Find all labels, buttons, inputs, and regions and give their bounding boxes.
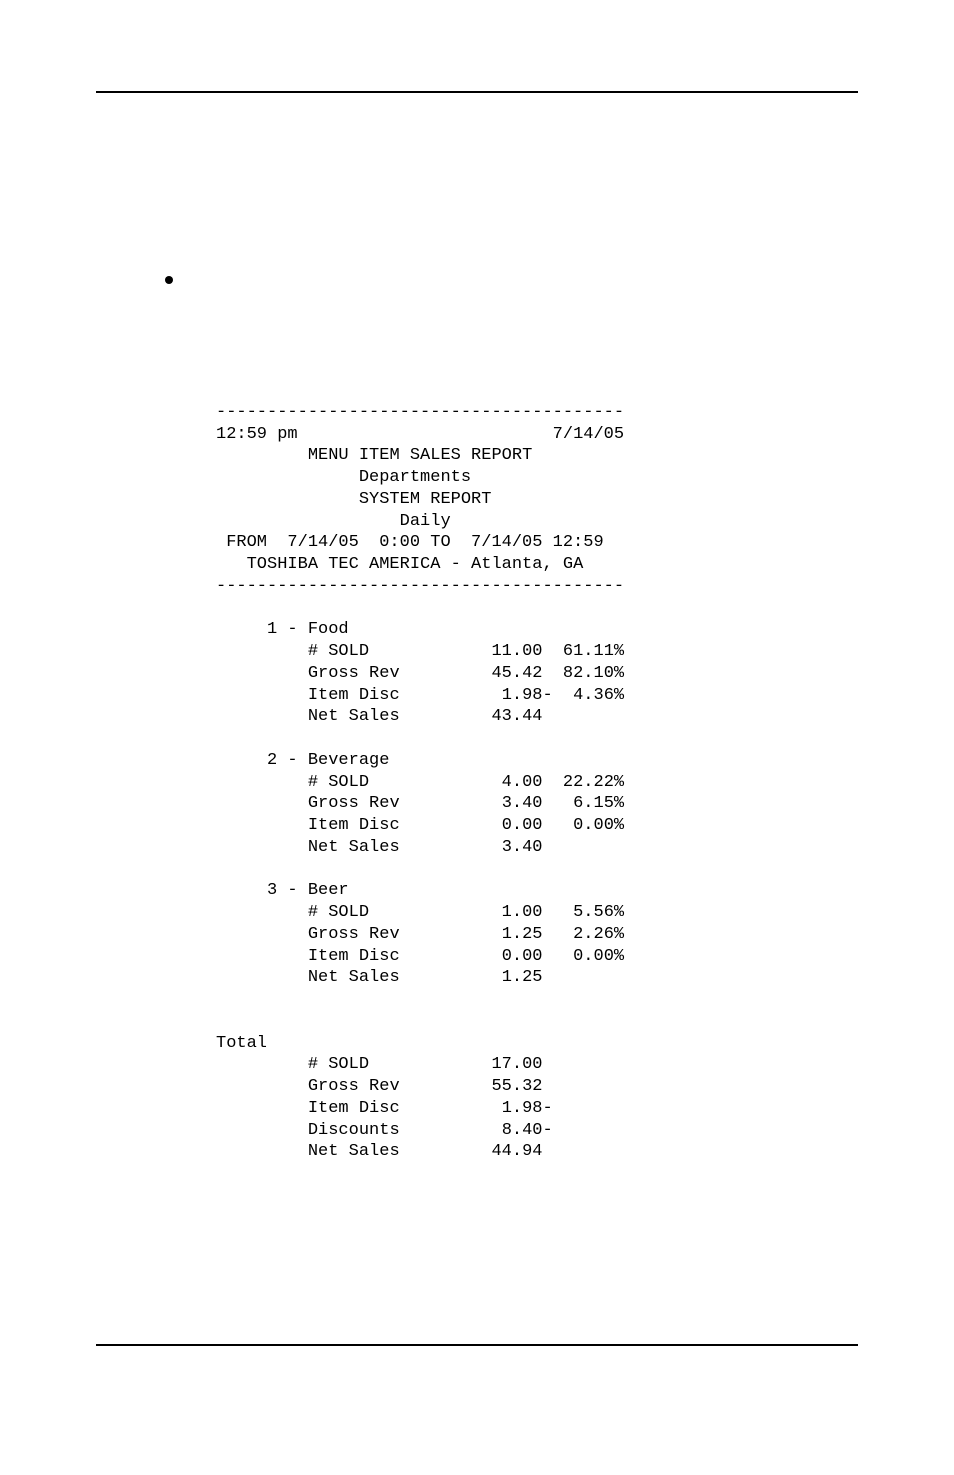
dept-2-disc-val: 0.00 — [502, 816, 543, 835]
dept-1-sold-val: 11.00 — [491, 642, 542, 661]
title-4: Daily — [400, 512, 451, 531]
date: 7/14/05 — [553, 425, 624, 444]
title-2: Departments — [359, 468, 471, 487]
dept-id-2: 2 — [267, 751, 277, 770]
dept-1-disc-val: 1.98- — [502, 686, 553, 705]
company: TOSHIBA TEC AMERICA - Atlanta, GA — [247, 555, 584, 574]
from-to: FROM 7/14/05 0:00 TO 7/14/05 12:59 — [226, 533, 603, 552]
dept-name-1: Food — [308, 620, 349, 639]
dept-2-sold-label: # SOLD — [308, 773, 369, 792]
dept-3-disc-label: Item Disc — [308, 947, 400, 966]
dept-3-gross-val: 1.25 — [502, 925, 543, 944]
dept-2-net-val: 3.40 — [502, 838, 543, 857]
dept-2-disc-label: Item Disc — [308, 816, 400, 835]
total-net-val: 44.94 — [491, 1142, 542, 1161]
dept-2-gross-val: 3.40 — [502, 794, 543, 813]
divider-bottom: ---------------------------------------- — [216, 577, 624, 596]
total-discounts-val: 8.40- — [502, 1121, 553, 1140]
dept-3-sold-val: 1.00 — [502, 903, 543, 922]
title-1: MENU ITEM SALES REPORT — [308, 446, 532, 465]
divider-top: ---------------------------------------- — [216, 403, 624, 422]
dept-3-sold-label: # SOLD — [308, 903, 369, 922]
dept-2-disc-pct: 0.00% — [573, 816, 624, 835]
total-disc-label: Item Disc — [308, 1099, 400, 1118]
dept-2-net-label: Net Sales — [308, 838, 400, 857]
total-disc-val: 1.98- — [502, 1099, 553, 1118]
dept-1-sold-pct: 61.11% — [563, 642, 624, 661]
dept-1-disc-pct: 4.36% — [573, 686, 624, 705]
total-sold-label: # SOLD — [308, 1055, 369, 1074]
dept-3-net-label: Net Sales — [308, 968, 400, 987]
horizontal-rule-top — [96, 91, 858, 93]
dept-1-net-label: Net Sales — [308, 707, 400, 726]
dept-3-gross-pct: 2.26% — [573, 925, 624, 944]
dept-1-gross-label: Gross Rev — [308, 664, 400, 683]
dept-name-3: Beer — [308, 881, 349, 900]
dept-1-gross-pct: 82.10% — [563, 664, 624, 683]
dept-2-sold-val: 4.00 — [502, 773, 543, 792]
total-net-label: Net Sales — [308, 1142, 400, 1161]
dept-3-net-val: 1.25 — [502, 968, 543, 987]
report-body: ----------------------------------------… — [216, 380, 624, 1163]
dept-2-gross-label: Gross Rev — [308, 794, 400, 813]
dept-1-disc-label: Item Disc — [308, 686, 400, 705]
total-gross-val: 55.32 — [491, 1077, 542, 1096]
dept-name-2: Beverage — [308, 751, 390, 770]
dept-id-3: 3 — [267, 881, 277, 900]
dept-3-disc-pct: 0.00% — [573, 947, 624, 966]
dept-3-disc-val: 0.00 — [502, 947, 543, 966]
total-sold-val: 17.00 — [491, 1055, 542, 1074]
total-discounts-label: Discounts — [308, 1121, 400, 1140]
horizontal-rule-bottom — [96, 1344, 858, 1346]
total-label: Total — [216, 1034, 267, 1053]
dept-3-gross-label: Gross Rev — [308, 925, 400, 944]
title-3: SYSTEM REPORT — [359, 490, 492, 509]
dept-2-sold-pct: 22.22% — [563, 773, 624, 792]
dept-1-gross-val: 45.42 — [491, 664, 542, 683]
dept-id-1: 1 — [267, 620, 277, 639]
dept-2-gross-pct: 6.15% — [573, 794, 624, 813]
time: 12:59 pm — [216, 425, 298, 444]
dept-1-net-val: 43.44 — [491, 707, 542, 726]
bullet-icon — [165, 276, 173, 284]
dept-1-sold-label: # SOLD — [308, 642, 369, 661]
total-gross-label: Gross Rev — [308, 1077, 400, 1096]
dept-3-sold-pct: 5.56% — [573, 903, 624, 922]
